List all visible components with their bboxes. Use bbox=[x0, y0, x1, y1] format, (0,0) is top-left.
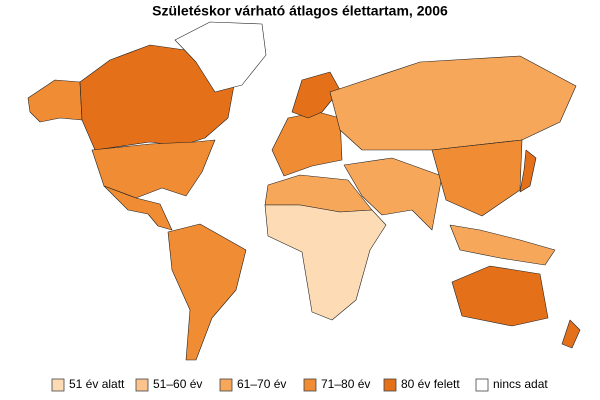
south-asia bbox=[343, 157, 443, 231]
alaska bbox=[27, 79, 83, 123]
sub-saharan-africa bbox=[264, 204, 387, 321]
legend-swatch bbox=[383, 378, 397, 392]
legend-label: 51–60 év bbox=[153, 377, 202, 391]
legend-swatch bbox=[303, 378, 317, 392]
world-map bbox=[27, 21, 581, 361]
south-america bbox=[167, 223, 247, 361]
central-america bbox=[103, 185, 173, 231]
legend-swatch bbox=[219, 378, 233, 392]
legend-swatch bbox=[51, 378, 65, 392]
greenland bbox=[174, 21, 267, 93]
legend-swatch bbox=[475, 378, 489, 392]
legend-swatch bbox=[135, 378, 149, 392]
southeast-asia bbox=[449, 224, 556, 266]
japan bbox=[519, 149, 537, 193]
map-title: Születéskor várható átlagos élettartam, … bbox=[152, 3, 448, 19]
australia bbox=[451, 265, 549, 327]
legend-label: 80 év felett bbox=[401, 377, 460, 391]
legend-label: 71–80 év bbox=[321, 377, 370, 391]
legend-label: 51 év alatt bbox=[69, 377, 125, 391]
europe bbox=[271, 111, 343, 177]
legend-label: 61–70 év bbox=[237, 377, 286, 391]
new-zealand bbox=[561, 319, 581, 349]
legend: 51 év alatt 51–60 év 61–70 év 71–80 év 80 év… bbox=[51, 377, 548, 392]
east-asia bbox=[431, 139, 523, 217]
russia bbox=[329, 55, 577, 151]
legend-label: nincs adat bbox=[493, 377, 548, 391]
